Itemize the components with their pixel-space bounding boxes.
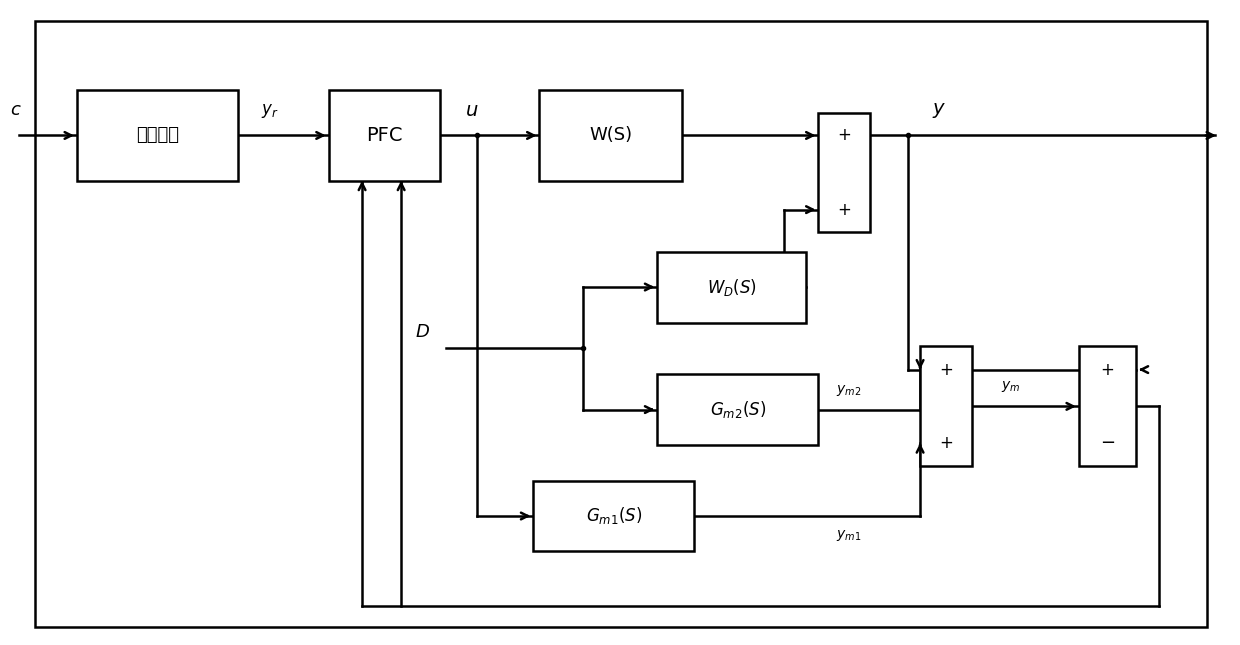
Text: $y_{m2}$: $y_{m2}$ <box>836 382 861 398</box>
Text: $c$: $c$ <box>10 101 21 119</box>
Bar <box>539 90 682 181</box>
Text: $W_D(S)$: $W_D(S)$ <box>707 277 756 297</box>
Text: $y_{m1}$: $y_{m1}$ <box>836 528 861 543</box>
Bar <box>533 481 694 551</box>
Text: $y$: $y$ <box>932 101 946 121</box>
Text: $u$: $u$ <box>465 101 479 121</box>
Text: +: + <box>837 201 852 219</box>
Bar <box>1079 346 1136 466</box>
Text: $y_m$: $y_m$ <box>1001 379 1021 395</box>
Text: +: + <box>939 361 954 379</box>
Text: $D$: $D$ <box>415 323 430 341</box>
Text: W(S): W(S) <box>589 126 632 144</box>
Text: 参考轨迹: 参考轨迹 <box>136 126 179 144</box>
Text: $G_{m1}(S)$: $G_{m1}(S)$ <box>585 506 642 526</box>
Text: PFC: PFC <box>366 126 403 145</box>
Text: +: + <box>1100 361 1115 379</box>
Bar <box>818 113 870 232</box>
Bar <box>77 90 238 181</box>
Bar <box>920 346 972 466</box>
Bar <box>329 90 440 181</box>
Bar <box>657 252 806 322</box>
Text: $G_{m2}(S)$: $G_{m2}(S)$ <box>709 399 766 420</box>
Bar <box>657 374 818 445</box>
Text: $y_r$: $y_r$ <box>262 102 279 120</box>
Text: +: + <box>939 434 954 452</box>
Text: −: − <box>1100 434 1115 452</box>
Text: +: + <box>837 126 852 144</box>
